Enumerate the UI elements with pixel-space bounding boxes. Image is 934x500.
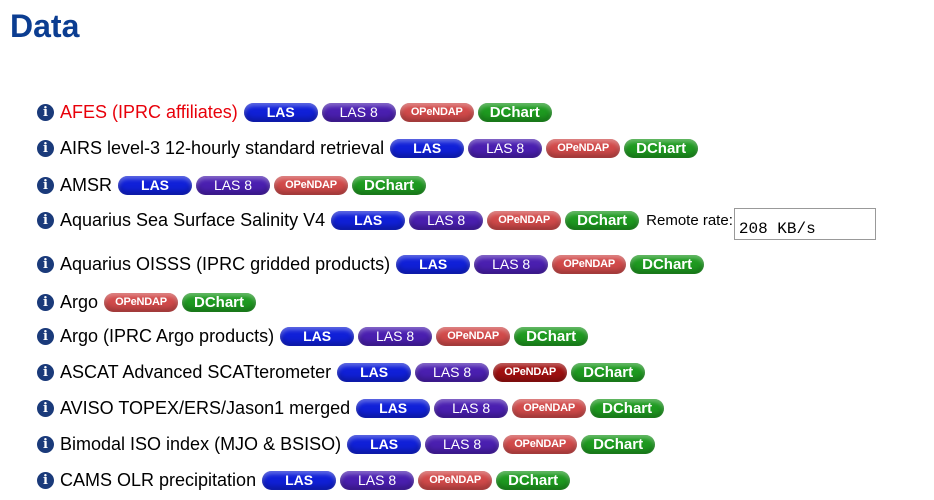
las-button[interactable]: LAS: [243, 102, 318, 122]
info-icon[interactable]: i: [37, 103, 54, 121]
info-icon[interactable]: i: [37, 211, 54, 229]
las-button[interactable]: LAS: [262, 470, 337, 490]
dchart-button[interactable]: DChart: [571, 362, 646, 382]
dchart-button[interactable]: DChart: [624, 138, 699, 158]
opendap-button[interactable]: OPeNDAP: [512, 398, 587, 418]
remote-rate-field: 208 KB/s: [733, 208, 876, 240]
info-icon[interactable]: i: [37, 139, 54, 157]
dataset-row: i Aquarius Sea Surface Salinity V4 LAS LAS …: [37, 206, 876, 240]
las-button[interactable]: LAS: [331, 210, 406, 230]
dchart-button[interactable]: DChart: [496, 470, 571, 490]
dataset-name-link[interactable]: AVISO TOPEX/ERS/Jason1 merged: [60, 397, 351, 418]
las8-button[interactable]: LAS 8: [196, 175, 271, 195]
dchart-button[interactable]: DChart: [630, 254, 705, 274]
opendap-button[interactable]: OPeNDAP: [546, 138, 621, 158]
las-button[interactable]: LAS: [118, 175, 193, 195]
info-icon[interactable]: i: [37, 363, 54, 381]
las8-button[interactable]: LAS 8: [358, 326, 433, 346]
opendap-button[interactable]: OPeNDAP: [104, 292, 179, 312]
dchart-button[interactable]: DChart: [352, 175, 427, 195]
las8-button[interactable]: LAS 8: [409, 210, 484, 230]
dchart-button[interactable]: DChart: [514, 326, 589, 346]
opendap-button[interactable]: OPeNDAP: [274, 175, 349, 195]
las8-button[interactable]: LAS 8: [474, 254, 549, 274]
info-icon[interactable]: i: [37, 327, 54, 345]
opendap-button[interactable]: OPeNDAP: [552, 254, 627, 274]
dchart-button[interactable]: DChart: [182, 292, 257, 312]
dataset-name-link[interactable]: ASCAT Advanced SCATterometer: [60, 361, 332, 382]
dataset-row: i AFES (IPRC affiliates) LAS LAS 8 OPeNDAP DC…: [37, 98, 556, 126]
las8-button[interactable]: LAS 8: [468, 138, 543, 158]
dataset-row: i Bimodal ISO index (MJO & BSISO) LAS LAS 8…: [37, 430, 659, 458]
dataset-row: i AIRS level-3 12-hourly standard retriev…: [37, 134, 702, 162]
las8-button[interactable]: LAS 8: [425, 434, 500, 454]
dataset-name-link[interactable]: Aquarius OISSS (IPRC gridded products): [60, 253, 391, 274]
dataset-name-link[interactable]: Argo (IPRC Argo products): [60, 325, 275, 346]
info-icon[interactable]: i: [37, 255, 54, 273]
info-icon[interactable]: i: [37, 471, 54, 489]
dataset-name-link[interactable]: Argo: [60, 291, 99, 312]
dataset-row: i Aquarius OISSS (IPRC gridded products) L…: [37, 250, 708, 278]
dataset-name-link[interactable]: AFES (IPRC affiliates): [60, 101, 238, 122]
dataset-name-link[interactable]: CAMS OLR precipitation: [60, 469, 257, 490]
dchart-button[interactable]: DChart: [477, 102, 552, 122]
opendap-button[interactable]: OPeNDAP: [487, 210, 562, 230]
dataset-row: i CAMS OLR precipitation LAS LAS 8 OPeNDAP DC…: [37, 466, 574, 494]
info-icon[interactable]: i: [37, 293, 54, 311]
dataset-row: i ASCAT Advanced SCATterometer LAS LAS 8 OPe…: [37, 358, 649, 386]
info-icon[interactable]: i: [37, 399, 54, 417]
las8-button[interactable]: LAS 8: [434, 398, 509, 418]
las-button[interactable]: LAS: [280, 326, 355, 346]
info-icon[interactable]: i: [37, 176, 54, 194]
opendap-button[interactable]: OPeNDAP: [503, 434, 578, 454]
dchart-button[interactable]: DChart: [581, 434, 656, 454]
las-button[interactable]: LAS: [396, 254, 471, 274]
las-button[interactable]: LAS: [356, 398, 431, 418]
dataset-row: i Argo OPeNDAP DChart: [37, 288, 260, 316]
page-title: Data: [10, 8, 80, 44]
dataset-name-link[interactable]: AMSR: [60, 174, 113, 195]
las8-button[interactable]: LAS 8: [340, 470, 415, 490]
dataset-row: i AVISO TOPEX/ERS/Jason1 merged LAS LAS 8 OP…: [37, 394, 668, 422]
las-button[interactable]: LAS: [390, 138, 465, 158]
dataset-name-link[interactable]: AIRS level-3 12-hourly standard retrieva…: [60, 137, 385, 158]
dataset-row: i AMSR LAS LAS 8 OPeNDAP DChart: [37, 171, 430, 199]
dchart-button[interactable]: DChart: [565, 210, 640, 230]
las-button[interactable]: LAS: [337, 362, 412, 382]
las-button[interactable]: LAS: [347, 434, 422, 454]
opendap-button[interactable]: OPeNDAP: [399, 102, 474, 122]
las8-button[interactable]: LAS 8: [321, 102, 396, 122]
remote-rate-label: Remote rate:: [646, 211, 733, 229]
dataset-row: i Argo (IPRC Argo products) LAS LAS 8 OPeNDA…: [37, 322, 592, 350]
dataset-name-link[interactable]: Aquarius Sea Surface Salinity V4: [60, 209, 326, 230]
opendap-button[interactable]: OPeNDAP: [418, 470, 493, 490]
dchart-button[interactable]: DChart: [590, 398, 665, 418]
dataset-name-link[interactable]: Bimodal ISO index (MJO & BSISO): [60, 433, 342, 454]
opendap-button[interactable]: OPeNDAP: [436, 326, 511, 346]
opendap-button[interactable]: OPeNDAP: [493, 362, 568, 382]
info-icon[interactable]: i: [37, 435, 54, 453]
las8-button[interactable]: LAS 8: [415, 362, 490, 382]
